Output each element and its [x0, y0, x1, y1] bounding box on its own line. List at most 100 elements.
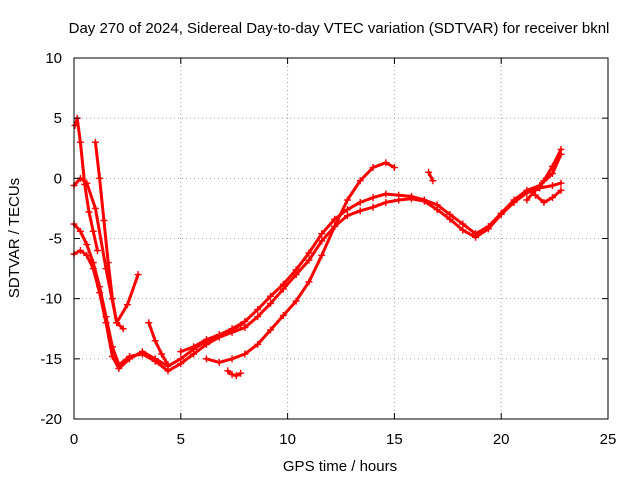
data-point: [420, 196, 428, 204]
chart-title: Day 270 of 2024, Sidereal Day-to-day VTE…: [69, 20, 610, 37]
data-point: [523, 186, 531, 194]
y-tick-label: 5: [54, 110, 62, 127]
data-point: [126, 355, 134, 363]
data-point: [540, 198, 548, 206]
data-point: [390, 164, 398, 172]
data-point: [91, 204, 99, 212]
data-point: [292, 297, 300, 305]
data-point: [557, 145, 565, 153]
data-point: [108, 352, 116, 360]
series-track-10: [427, 170, 435, 183]
data-point: [254, 305, 262, 313]
data-point: [548, 162, 556, 170]
data-point: [93, 247, 101, 255]
data-point: [241, 318, 249, 326]
data-point: [134, 271, 142, 279]
data-point: [76, 227, 84, 235]
data-point: [343, 212, 351, 220]
data-point: [151, 355, 159, 363]
x-axis-title: GPS time / hours: [283, 458, 397, 475]
data-point: [267, 299, 275, 307]
data-point: [89, 265, 97, 273]
data-point: [279, 280, 287, 288]
data-point: [228, 355, 236, 363]
data-point: [202, 355, 210, 363]
data-point: [369, 164, 377, 172]
data-point: [382, 159, 390, 167]
data-point: [523, 196, 531, 204]
x-tick-label: 10: [279, 431, 296, 448]
data-point: [425, 168, 433, 176]
data-point: [177, 355, 185, 363]
data-point: [318, 237, 326, 245]
data-point: [151, 337, 159, 345]
data-point: [76, 138, 84, 146]
data-point: [119, 325, 127, 333]
data-point: [279, 312, 287, 320]
data-point: [407, 192, 415, 200]
data-point: [446, 210, 454, 218]
data-point: [557, 179, 565, 187]
data-point: [237, 369, 245, 377]
data-point: [484, 222, 492, 230]
data-point: [382, 198, 390, 206]
data-point: [254, 313, 262, 321]
data-point: [343, 196, 351, 204]
data-point: [429, 177, 437, 185]
x-tick-label: 20: [493, 431, 510, 448]
series-track-11: [525, 148, 563, 202]
data-point: [108, 295, 116, 303]
data-point: [395, 191, 403, 199]
data-point: [91, 138, 99, 146]
data-point: [382, 190, 390, 198]
data-point: [232, 372, 240, 380]
data-point: [369, 194, 377, 202]
data-point: [89, 227, 97, 235]
data-point: [369, 203, 377, 211]
data-point: [356, 207, 364, 215]
data-point: [254, 340, 262, 348]
data-point: [102, 319, 110, 327]
data-point: [433, 201, 441, 209]
data-layer: [70, 114, 565, 380]
data-point: [85, 208, 93, 216]
data-point: [113, 319, 121, 327]
y-tick-label: 10: [45, 50, 62, 67]
data-point: [356, 198, 364, 206]
data-point: [100, 216, 108, 224]
series-track-7: [179, 323, 243, 354]
data-point: [472, 230, 480, 238]
data-point: [267, 326, 275, 334]
data-point: [497, 209, 505, 217]
data-point: [158, 350, 166, 358]
series-track-9: [147, 321, 170, 367]
x-tick-label: 0: [70, 431, 78, 448]
data-point: [548, 170, 556, 178]
data-point: [557, 186, 565, 194]
data-point: [164, 361, 172, 369]
data-point: [83, 241, 91, 249]
data-point: [459, 226, 467, 234]
data-point: [356, 177, 364, 185]
data-point: [241, 350, 249, 358]
data-point: [318, 230, 326, 238]
y-tick-label: -10: [40, 291, 62, 308]
data-point: [202, 336, 210, 344]
data-point: [531, 191, 539, 199]
data-point: [96, 289, 104, 297]
y-tick-label: -20: [40, 411, 62, 428]
data-point: [318, 251, 326, 259]
series-track-6: [204, 161, 396, 364]
data-point: [540, 177, 548, 185]
data-point: [71, 121, 79, 129]
data-point: [267, 292, 275, 300]
y-tick-label: -15: [40, 351, 62, 368]
grid-lines: [74, 58, 608, 419]
data-point: [237, 321, 245, 329]
data-point: [115, 364, 123, 372]
data-point: [123, 301, 131, 309]
data-point: [548, 194, 556, 202]
axis-ticks: 0 5 10 15 20 25 -20 -15 -10 -5 0 5 10: [40, 50, 616, 448]
